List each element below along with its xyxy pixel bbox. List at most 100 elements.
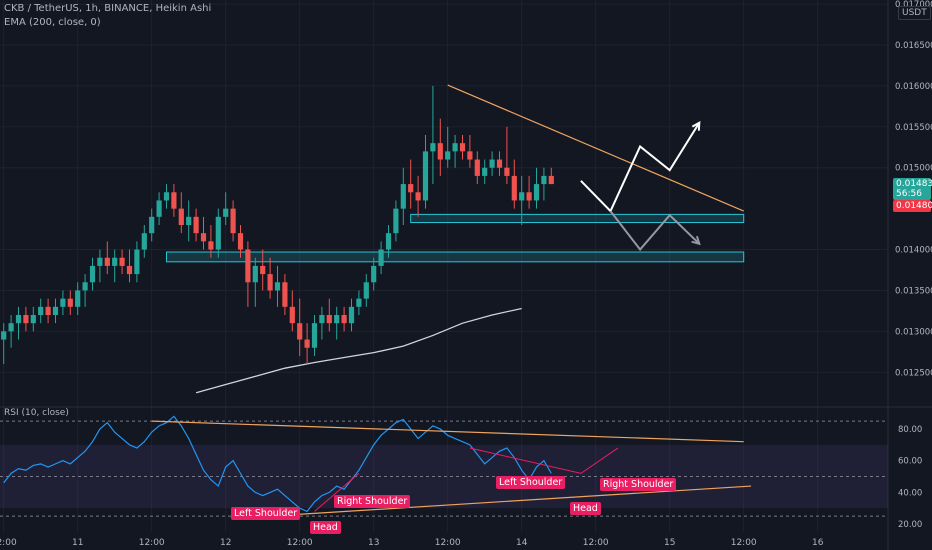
price-tick-label: 0.016000	[895, 82, 932, 92]
candle-body[interactable]	[445, 151, 451, 160]
candle-body[interactable]	[393, 208, 399, 234]
candle-body[interactable]	[260, 265, 266, 275]
rsi-tick-label: 60.00	[898, 457, 922, 467]
candle-body[interactable]	[223, 208, 229, 217]
candle-body[interactable]	[104, 257, 110, 266]
candle-body[interactable]	[38, 306, 44, 315]
candle-body[interactable]	[89, 265, 96, 283]
candle-body[interactable]	[97, 257, 103, 266]
rsi-pane[interactable]	[0, 415, 888, 517]
support-zone	[166, 251, 745, 263]
candle-body[interactable]	[134, 249, 140, 275]
candle-body[interactable]	[385, 233, 392, 250]
candle-body[interactable]	[178, 208, 184, 225]
candle-body[interactable]	[267, 274, 273, 291]
candle-body[interactable]	[452, 143, 458, 152]
rsi-resistance-line	[151, 420, 744, 443]
candle-body[interactable]	[541, 175, 547, 185]
time-tick-label: 11	[72, 538, 83, 548]
candle-body[interactable]	[519, 192, 525, 201]
rsi-neckline-1	[314, 472, 360, 512]
time-axis[interactable]: 12:00 11 12:00 12 12:00 13 12:00 14 12:00 15 12:00…	[0, 538, 824, 548]
candle-body[interactable]	[60, 298, 66, 307]
candle-body[interactable]	[149, 216, 155, 234]
trendlines	[447, 84, 744, 212]
candle-body[interactable]	[126, 265, 133, 275]
ema-indicator-label[interactable]: EMA (200, close, 0)	[4, 17, 101, 28]
candle-body[interactable]	[112, 257, 118, 266]
candle-body[interactable]	[511, 175, 517, 201]
symbol-title[interactable]: CKB / TetherUS, 1h, BINANCE, Heikin Ashi	[4, 3, 212, 14]
candle-body[interactable]	[548, 175, 554, 185]
candle-body[interactable]	[489, 159, 495, 168]
candle-body[interactable]	[408, 184, 414, 193]
candle-body[interactable]	[23, 315, 29, 324]
candle-body[interactable]	[289, 306, 295, 324]
candle-body[interactable]	[304, 339, 310, 348]
candle-body[interactable]	[526, 192, 532, 201]
candle-body[interactable]	[504, 167, 510, 176]
candle-body[interactable]	[467, 151, 473, 160]
candle-body[interactable]	[82, 282, 88, 291]
candle-body[interactable]	[30, 315, 36, 324]
candle-body[interactable]	[171, 192, 177, 209]
candle-body[interactable]	[208, 241, 214, 250]
price-tick-label: 0.013500	[895, 286, 932, 296]
time-tick-label: 12:00	[435, 538, 461, 548]
candle-body[interactable]	[363, 282, 369, 299]
candle-body[interactable]	[415, 192, 421, 201]
candle-body[interactable]	[422, 151, 429, 201]
candle-body[interactable]	[245, 249, 251, 283]
candle-body[interactable]	[356, 298, 362, 307]
candle-body[interactable]	[378, 249, 384, 266]
candle-body[interactable]	[297, 323, 303, 340]
candle-body[interactable]	[430, 143, 436, 152]
candle-body[interactable]	[311, 323, 318, 348]
candle-body[interactable]	[282, 282, 288, 307]
rsi-series[interactable]	[3, 415, 552, 513]
candle-body[interactable]	[437, 143, 443, 160]
candle-body[interactable]	[371, 265, 377, 283]
candle-body[interactable]	[348, 306, 355, 324]
candle-body[interactable]	[8, 323, 14, 332]
candle-body[interactable]	[252, 265, 258, 283]
candle-body[interactable]	[230, 208, 236, 234]
last-price-badge: 0.014831 56:56	[893, 178, 932, 200]
candle-body[interactable]	[400, 184, 406, 209]
candle-body[interactable]	[237, 233, 244, 250]
candle-body[interactable]	[482, 167, 488, 176]
currency-badge[interactable]: USDT	[898, 6, 931, 20]
candle-body[interactable]	[496, 159, 503, 168]
candle-body[interactable]	[75, 290, 81, 307]
candle-body[interactable]	[67, 298, 73, 307]
candle-body[interactable]	[474, 159, 480, 176]
candle-body[interactable]	[533, 184, 540, 201]
candle-body[interactable]	[459, 143, 466, 152]
candle-body[interactable]	[163, 192, 170, 201]
right-shoulder-label-1: Right Shoulder	[334, 495, 411, 508]
candle-body[interactable]	[215, 216, 221, 250]
candle-body[interactable]	[141, 233, 147, 250]
candle-body[interactable]	[193, 216, 199, 234]
candle-body[interactable]	[341, 315, 347, 324]
candle-body[interactable]	[45, 306, 51, 315]
candle-body[interactable]	[319, 315, 325, 324]
rsi-indicator-label[interactable]: RSI (10, close)	[4, 408, 69, 418]
head-label-2: Head	[570, 502, 601, 515]
candle-body[interactable]	[334, 315, 340, 324]
candle-body[interactable]	[156, 200, 162, 217]
price-axis[interactable]: 0.017000 0.016500 0.016000 0.015500 0.015000…	[895, 0, 932, 530]
candle-body[interactable]	[274, 282, 281, 291]
candle-body[interactable]	[200, 233, 207, 242]
time-tick-label: 12:00	[139, 538, 165, 548]
candle-body[interactable]	[1, 331, 7, 340]
candle-body[interactable]	[52, 306, 59, 315]
candle-body[interactable]	[326, 315, 332, 324]
candles[interactable]	[1, 85, 554, 365]
left-shoulder-label-1: Left Shoulder	[231, 507, 301, 520]
candle-body[interactable]	[186, 216, 192, 225]
candle-body[interactable]	[119, 257, 125, 266]
candle-body[interactable]	[15, 315, 22, 324]
